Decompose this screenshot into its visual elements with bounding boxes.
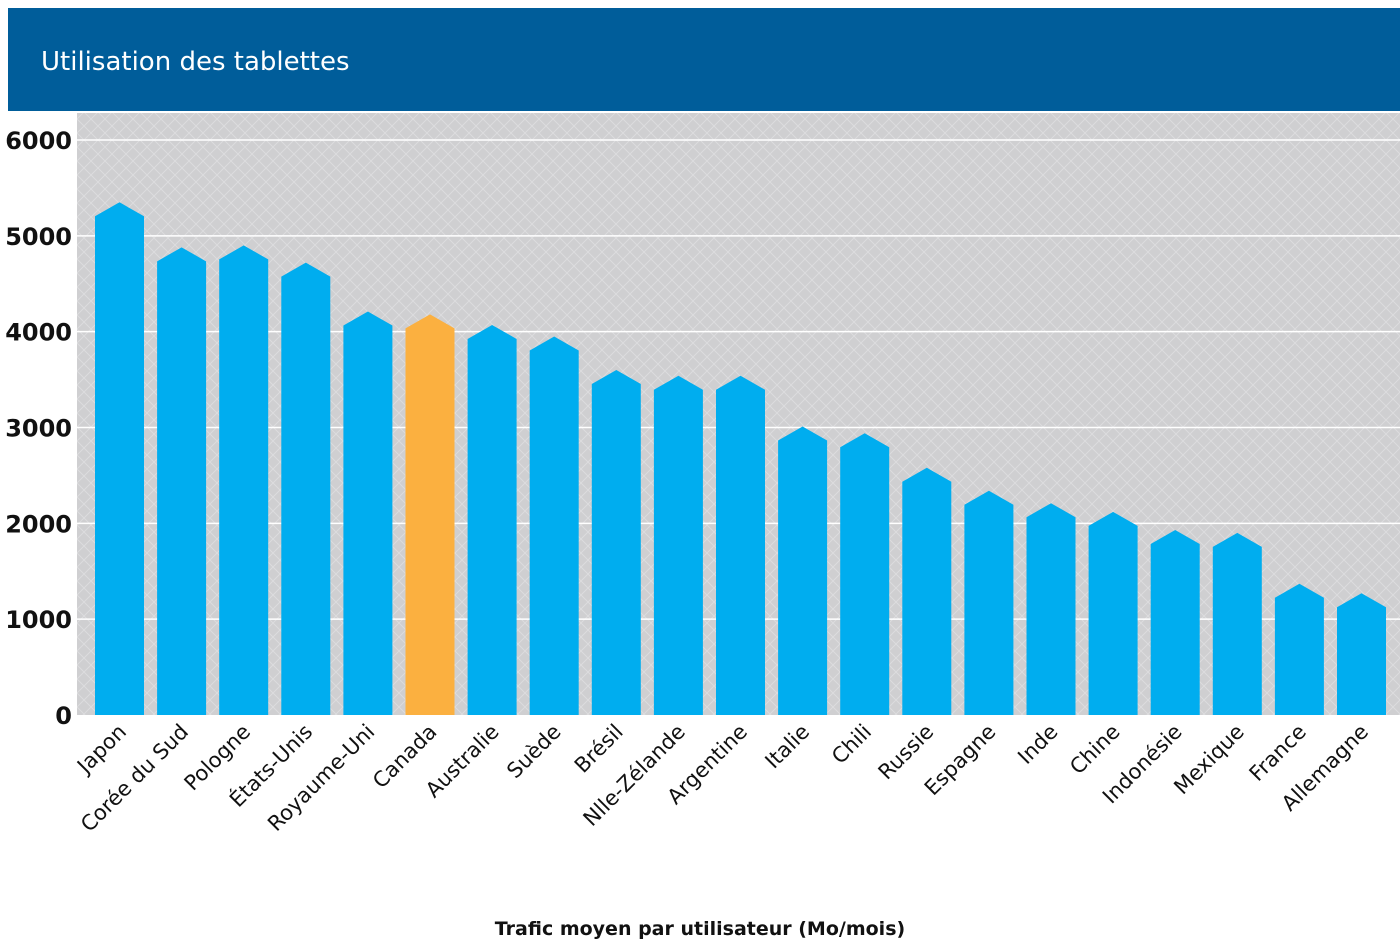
bar-suède	[529, 336, 579, 715]
bar-inde	[1026, 503, 1076, 715]
x-tick-label: Chine	[1065, 720, 1124, 779]
y-tick-label: 0	[55, 702, 72, 730]
chart-title: Utilisation des tablettes	[41, 47, 350, 77]
bar-nlle-zélande	[653, 375, 703, 715]
y-tick-label: 4000	[5, 319, 72, 347]
y-tick-label: 1000	[5, 606, 72, 634]
bar-chili	[840, 433, 890, 715]
y-tick-label: 3000	[5, 415, 72, 443]
bar-indonésie	[1150, 530, 1200, 715]
x-tick-label: Corée du Sud	[76, 720, 193, 837]
bar-brésil	[591, 370, 641, 715]
y-tick-label: 6000	[5, 127, 72, 155]
x-tick-label: Chili	[827, 720, 876, 769]
x-tick-label: Italie	[760, 720, 814, 774]
bar-canada	[405, 314, 455, 715]
x-tick-label: Suède	[502, 720, 566, 784]
x-tick-label: Inde	[1013, 720, 1062, 769]
bar-états-unis	[281, 262, 331, 715]
bar-royaume-uni	[343, 311, 393, 715]
bar-japon	[95, 202, 144, 715]
bar-chine	[1088, 511, 1138, 715]
bar-corée-du-sud	[157, 247, 207, 716]
bar-allemagne	[1337, 593, 1386, 715]
bar-russie	[902, 467, 952, 715]
chart-header: Utilisation des tablettes	[8, 8, 1400, 111]
bar-pologne	[219, 245, 269, 715]
bar-france	[1274, 583, 1324, 715]
bar-argentine	[716, 375, 765, 715]
x-tick-label: Japon	[71, 720, 131, 780]
x-tick-label: Royaume-Uni	[263, 720, 379, 836]
bar-italie	[778, 426, 828, 715]
x-axis-title: Trafic moyen par utilisateur (Mo/mois)	[494, 918, 906, 940]
x-tick-label: Brésil	[570, 720, 628, 778]
y-tick-label: 5000	[5, 223, 72, 251]
bar-australie	[467, 324, 517, 715]
bar-espagne	[964, 490, 1014, 715]
y-tick-label: 2000	[5, 510, 72, 538]
bar-mexique	[1212, 532, 1262, 715]
